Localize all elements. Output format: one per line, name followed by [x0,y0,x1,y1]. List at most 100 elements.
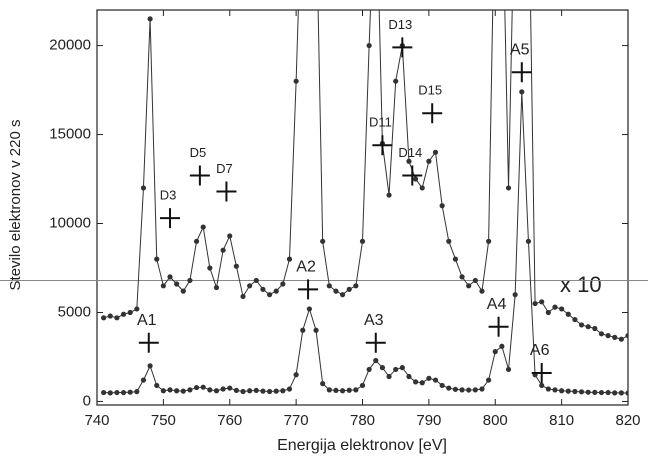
data-point [346,387,352,393]
data-point [134,306,140,312]
peak-marker [298,279,319,300]
data-point [359,382,366,389]
data-point [379,365,386,371]
data-point [492,349,498,355]
peak-marker [372,135,393,156]
data-point [260,286,266,292]
x-tick-label: 740 [84,412,109,429]
data-point [240,293,246,300]
data-point [353,387,359,393]
data-point [505,366,512,373]
data-point [452,386,459,392]
data-point [612,390,618,396]
data-point [180,288,186,294]
data-point [406,158,412,164]
data-point [154,256,160,262]
x-tick-label: 790 [416,412,441,429]
x-tick-label: 820 [615,412,640,429]
data-point [193,238,200,244]
data-point [253,387,259,394]
data-point [154,382,160,389]
data-point [545,309,551,316]
x-tick-label: 810 [549,412,574,429]
data-point [386,192,392,198]
data-point [286,256,293,262]
data-point [426,158,432,164]
data-point [525,238,532,244]
data-point [160,283,166,289]
peak-label: D11 [369,115,392,130]
data-point [359,238,366,244]
data-point [479,386,485,392]
data-point [167,387,173,393]
data-point [598,331,605,337]
data-point [200,224,206,230]
data-point [572,388,578,395]
data-point [413,176,419,182]
data-point [127,389,133,395]
data-point [366,42,372,49]
data-point [413,379,419,385]
data-point [346,286,352,292]
peak-marker [189,165,210,186]
data-point [293,372,299,378]
data-point [446,238,452,244]
data-point [227,385,233,391]
plot-area [101,10,628,396]
data-point [585,324,591,330]
data-point [446,385,452,391]
data-point [393,78,399,84]
y-tick-label: 5000 [58,303,91,320]
data-point [333,387,339,394]
data-point [233,263,239,269]
data-point [107,390,113,396]
peak-marker [216,181,237,202]
data-point [472,277,478,284]
data-point [227,233,233,239]
series-line [103,10,628,340]
data-point [559,388,565,394]
data-point [486,377,492,383]
data-point [200,384,206,390]
scale-note: x 10 [560,272,602,297]
data-point [539,299,545,305]
data-point [233,387,239,394]
y-axis-label: Stevilo elektronov v 220 s [7,120,24,291]
data-point [280,281,286,287]
data-point [220,247,226,253]
data-point [552,304,558,310]
data-point [326,283,332,289]
data-point [253,277,259,284]
peak-label: D7 [216,161,233,176]
data-point [618,336,624,342]
x-tick-label: 800 [483,412,508,429]
data-point [625,390,628,396]
data-point [120,311,127,317]
peak-marker [488,316,509,337]
data-point [240,388,246,395]
data-point [207,265,213,271]
data-point [140,185,147,191]
data-point [220,386,226,392]
peak-label: A4 [487,296,507,313]
x-axis-label: Energija elektronov [eV] [277,437,447,454]
data-point [585,389,591,395]
data-point [419,185,425,191]
data-point [373,357,379,364]
data-point [472,387,478,393]
peak-label: D5 [190,145,207,160]
data-point [260,388,266,394]
data-point [419,380,425,386]
data-point [187,387,193,393]
data-point [499,343,505,349]
data-point [293,78,299,84]
data-point [466,283,472,289]
data-point [147,363,153,369]
peak-label: A1 [137,312,157,329]
data-point [552,387,558,393]
data-point [432,149,439,155]
data-point [134,389,140,395]
x-tick-label: 750 [151,412,176,429]
peak-marker [138,332,159,353]
